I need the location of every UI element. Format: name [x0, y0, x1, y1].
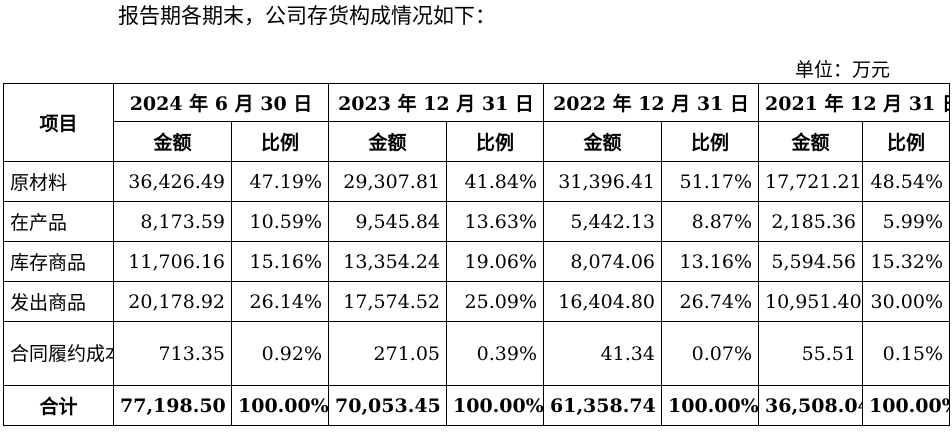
total-row: 合计 77,198.50 100.00% 70,053.45 100.00% 6…	[3, 385, 950, 426]
period-header: 2021 年 12 月 31 日	[758, 83, 950, 122]
ratio-cell: 8.87%	[661, 201, 759, 242]
row-label: 在产品	[3, 201, 114, 242]
header-row-columns: 金额 比例 金额 比例 金额 比例 金额 比例	[4, 121, 950, 162]
inventory-table: 项目 2024 年 6 月 30 日 2023 年 12 月 31 日 2022…	[3, 83, 950, 426]
ratio-cell: 26.14%	[231, 281, 329, 322]
item-header: 项目	[3, 83, 114, 162]
amount-header: 金额	[113, 121, 232, 162]
total-amount-cell: 70,053.45	[328, 385, 447, 426]
amount-cell: 31,396.41	[543, 161, 662, 202]
ratio-cell: 15.32%	[862, 241, 950, 282]
amount-cell: 20,178.92	[113, 281, 232, 322]
total-ratio-cell: 100.00%	[862, 385, 950, 426]
amount-cell: 8,173.59	[113, 201, 232, 242]
amount-cell: 11,706.16	[113, 241, 232, 282]
ratio-cell: 15.16%	[231, 241, 329, 282]
total-amount-cell: 36,508.04	[758, 385, 863, 426]
total-ratio-cell: 100.00%	[446, 385, 544, 426]
table-row: 合同履约成本 713.35 0.92% 271.05 0.39% 41.34 0…	[3, 321, 950, 386]
amount-cell: 271.05	[328, 321, 447, 386]
ratio-cell: 0.39%	[446, 321, 544, 386]
amount-header: 金额	[758, 121, 863, 162]
period-header: 2024 年 6 月 30 日	[113, 83, 329, 122]
ratio-cell: 30.00%	[862, 281, 950, 322]
period-header: 2023 年 12 月 31 日	[328, 83, 544, 122]
total-label: 合计	[3, 385, 114, 426]
ratio-cell: 10.59%	[231, 201, 329, 242]
amount-cell: 41.34	[543, 321, 662, 386]
table-row: 原材料 36,426.49 47.19% 29,307.81 41.84% 31…	[3, 161, 950, 202]
amount-cell: 713.35	[113, 321, 232, 386]
amount-cell: 55.51	[758, 321, 863, 386]
amount-cell: 2,185.36	[758, 201, 863, 242]
ratio-cell: 41.84%	[446, 161, 544, 202]
table-row: 在产品 8,173.59 10.59% 9,545.84 13.63% 5,44…	[3, 201, 950, 242]
amount-cell: 17,574.52	[328, 281, 447, 322]
period-header: 2022 年 12 月 31 日	[543, 83, 759, 122]
ratio-cell: 25.09%	[446, 281, 544, 322]
ratio-cell: 26.74%	[661, 281, 759, 322]
ratio-cell: 48.54%	[862, 161, 950, 202]
amount-cell: 13,354.24	[328, 241, 447, 282]
amount-cell: 9,545.84	[328, 201, 447, 242]
ratio-cell: 13.63%	[446, 201, 544, 242]
amount-cell: 5,594.56	[758, 241, 863, 282]
ratio-cell: 19.06%	[446, 241, 544, 282]
total-amount-cell: 61,358.74	[543, 385, 662, 426]
ratio-header: 比例	[862, 121, 950, 162]
ratio-cell: 13.16%	[661, 241, 759, 282]
unit-label: 单位：万元	[794, 59, 890, 81]
ratio-header: 比例	[661, 121, 759, 162]
amount-cell: 5,442.13	[543, 201, 662, 242]
ratio-cell: 5.99%	[862, 201, 950, 242]
amount-cell: 10,951.40	[758, 281, 863, 322]
ratio-header: 比例	[231, 121, 329, 162]
row-label: 发出商品	[3, 281, 114, 322]
intro-text: 报告期各期末，公司存货构成情况如下：	[118, 4, 496, 28]
amount-cell: 36,426.49	[113, 161, 232, 202]
ratio-cell: 47.19%	[231, 161, 329, 202]
ratio-cell: 0.07%	[661, 321, 759, 386]
amount-header: 金额	[543, 121, 662, 162]
amount-cell: 16,404.80	[543, 281, 662, 322]
ratio-cell: 51.17%	[661, 161, 759, 202]
table-row: 库存商品 11,706.16 15.16% 13,354.24 19.06% 8…	[3, 241, 950, 282]
amount-header: 金额	[328, 121, 447, 162]
amount-cell: 17,721.21	[758, 161, 863, 202]
row-label: 原材料	[3, 161, 114, 202]
table-row: 发出商品 20,178.92 26.14% 17,574.52 25.09% 1…	[3, 281, 950, 322]
total-ratio-cell: 100.00%	[661, 385, 759, 426]
total-ratio-cell: 100.00%	[231, 385, 329, 426]
amount-cell: 29,307.81	[328, 161, 447, 202]
row-label: 合同履约成本	[3, 321, 114, 386]
ratio-cell: 0.15%	[862, 321, 950, 386]
ratio-cell: 0.92%	[231, 321, 329, 386]
row-label: 库存商品	[3, 241, 114, 282]
amount-cell: 8,074.06	[543, 241, 662, 282]
total-amount-cell: 77,198.50	[113, 385, 232, 426]
header-row-periods: 项目 2024 年 6 月 30 日 2023 年 12 月 31 日 2022…	[3, 83, 950, 162]
ratio-header: 比例	[446, 121, 544, 162]
